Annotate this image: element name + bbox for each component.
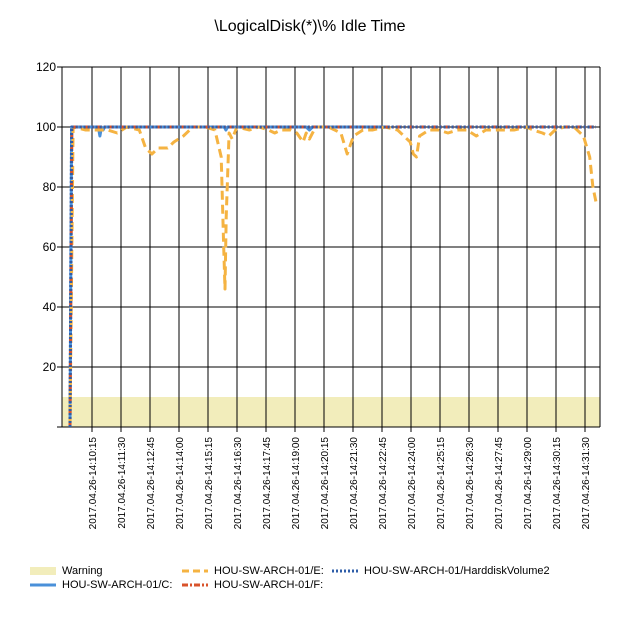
legend-label-f: HOU-SW-ARCH-01/F: — [214, 579, 324, 591]
x-tick-label: 2017.04.26-14:25:15 — [436, 437, 447, 530]
legend-swatch-f — [182, 583, 208, 587]
x-tick-label: 2017.04.26-14:10:15 — [88, 437, 99, 530]
x-tick-label: 2017.04.26-14:19:00 — [291, 437, 302, 530]
chart-legend: Warning HOU-SW-ARCH-01/C: HOU-SW-ARCH-01… — [30, 565, 610, 605]
legend-item-c: HOU-SW-ARCH-01/C: — [30, 579, 172, 591]
legend-item-warning: Warning — [30, 565, 103, 577]
series-line — [68, 125, 598, 428]
x-tick-label: 2017.04.26-14:30:15 — [552, 437, 563, 530]
x-tick-label: 2017.04.26-14:15:15 — [204, 437, 215, 530]
x-tick-label: 2017.04.26-14:26:30 — [465, 437, 476, 530]
legend-label-warning: Warning — [62, 565, 103, 577]
x-tick-label: 2017.04.26-14:24:00 — [407, 437, 418, 530]
legend-swatch-c — [30, 583, 56, 587]
x-tick-label: 2017.04.26-14:12:45 — [146, 437, 157, 530]
x-tick-label: 2017.04.26-14:22:45 — [378, 437, 389, 530]
x-tick-label: 2017.04.26-14:14:00 — [175, 437, 186, 530]
legend-label-c: HOU-SW-ARCH-01/C: — [62, 579, 173, 591]
legend-item-f: HOU-SW-ARCH-01/F: — [182, 579, 323, 591]
warning-band — [62, 397, 600, 427]
x-tick-label: 2017.04.26-14:31:30 — [581, 437, 592, 530]
x-tick-label: 2017.04.26-14:27:45 — [494, 437, 505, 530]
legend-swatch-e — [182, 569, 208, 573]
y-tick-label: 80 — [43, 180, 57, 194]
y-tick-label: 20 — [43, 360, 57, 374]
chart-title: \LogicalDisk(*)\% Idle Time — [214, 18, 406, 35]
legend-label-e: HOU-SW-ARCH-01/E: — [214, 565, 324, 577]
y-tick-label: 100 — [36, 120, 56, 134]
series-line — [68, 125, 596, 428]
x-tick-label: 2017.04.26-14:16:30 — [233, 437, 244, 530]
chart-plot: 20 40 60 80 100 120 2017.04.26-14:10:15 2017.04… — [36, 60, 601, 530]
x-tick-label: 2017.04.26-14:20:15 — [320, 437, 331, 530]
x-tick-label: 2017.04.26-14:11:30 — [117, 437, 128, 529]
y-tick-label: 120 — [36, 60, 56, 74]
x-tick-label: 2017.04.26-14:17:45 — [262, 437, 273, 530]
legend-label-hv2: HOU-SW-ARCH-01/HarddiskVolume2 — [364, 565, 550, 577]
legend-item-e: HOU-SW-ARCH-01/E: — [182, 565, 324, 577]
legend-swatch-warning — [30, 567, 56, 575]
series-line — [68, 125, 596, 428]
legend-item-hv2: HOU-SW-ARCH-01/HarddiskVolume2 — [332, 565, 550, 577]
x-tick-label: 2017.04.26-14:21:30 — [349, 437, 360, 530]
y-tick-label: 60 — [43, 240, 57, 254]
x-tick-label: 2017.04.26-14:29:00 — [523, 437, 534, 530]
legend-swatch-hv2 — [332, 569, 358, 573]
y-tick-label: 40 — [43, 300, 57, 314]
